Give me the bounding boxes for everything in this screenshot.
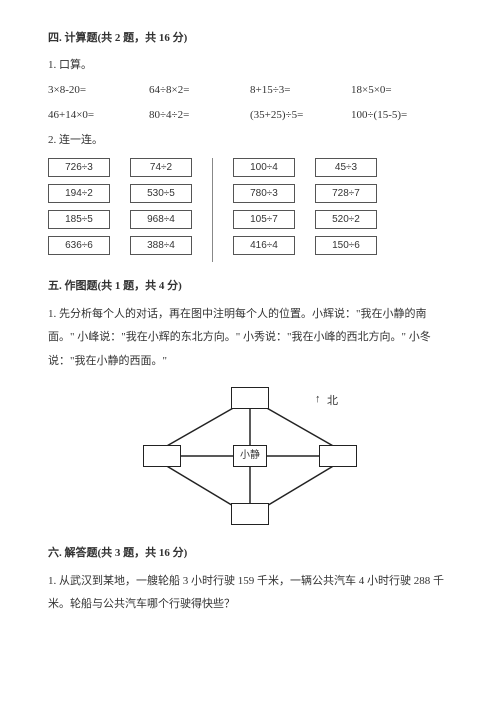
diagram-node-right — [319, 445, 357, 467]
connect-box: 636÷6 — [48, 236, 110, 255]
connect-box: 780÷3 — [233, 184, 295, 203]
connect-box: 74÷2 — [130, 158, 192, 177]
section6-title: 六. 解答题(共 3 题，共 16 分) — [48, 543, 452, 564]
math-row-1: 3×8-20= 64÷8×2= 8+15÷3= 18×5×0= — [48, 80, 452, 101]
north-arrow-icon: ↑ — [315, 389, 321, 410]
connect-box: 105÷7 — [233, 210, 295, 229]
direction-diagram-wrap: 小静 ↑ 北 — [48, 387, 452, 527]
math-item: 18×5×0= — [351, 80, 452, 101]
connect-box: 194÷2 — [48, 184, 110, 203]
connect-box: 968÷4 — [130, 210, 192, 229]
connect-col: 45÷3 728÷7 520÷2 150÷6 — [315, 158, 377, 262]
math-item: (35+25)÷5= — [250, 105, 351, 126]
math-item: 3×8-20= — [48, 80, 149, 101]
q1-label: 1. 口算。 — [48, 55, 452, 76]
math-item: 8+15÷3= — [250, 80, 351, 101]
connect-box: 185÷5 — [48, 210, 110, 229]
connect-box: 728÷7 — [315, 184, 377, 203]
connect-right-group: 100÷4 780÷3 105÷7 416÷4 45÷3 728÷7 520÷2… — [233, 158, 377, 262]
connect-box: 726÷3 — [48, 158, 110, 177]
north-label: 北 — [327, 391, 338, 412]
connect-col: 74÷2 530÷5 968÷4 388÷4 — [130, 158, 192, 262]
divider-line — [212, 158, 213, 262]
connect-box: 530÷5 — [130, 184, 192, 203]
connect-box: 45÷3 — [315, 158, 377, 177]
math-row-2: 46+14×0= 80÷4÷2= (35+25)÷5= 100÷(15-5)= — [48, 105, 452, 126]
connect-box: 150÷6 — [315, 236, 377, 255]
diagram-node-center: 小静 — [233, 445, 267, 467]
connect-box: 520÷2 — [315, 210, 377, 229]
diagram-node-left — [143, 445, 181, 467]
direction-diagram: 小静 ↑ 北 — [135, 387, 365, 527]
connect-left-group: 726÷3 194÷2 185÷5 636÷6 74÷2 530÷5 968÷4… — [48, 158, 192, 262]
q5-text: 1. 先分析每个人的对话，再在图中注明每个人的位置。小辉说："我在小静的南面。"… — [48, 303, 452, 372]
connect-box: 100÷4 — [233, 158, 295, 177]
connect-box: 388÷4 — [130, 236, 192, 255]
diagram-node-bottom — [231, 503, 269, 525]
section4-title: 四. 计算题(共 2 题，共 16 分) — [48, 28, 452, 49]
connect-box: 416÷4 — [233, 236, 295, 255]
q2-label: 2. 连一连。 — [48, 130, 452, 151]
connect-diagram: 726÷3 194÷2 185÷5 636÷6 74÷2 530÷5 968÷4… — [48, 158, 452, 262]
math-item: 80÷4÷2= — [149, 105, 250, 126]
math-item: 46+14×0= — [48, 105, 149, 126]
q6-text: 1. 从武汉到某地，一艘轮船 3 小时行驶 159 千米，一辆公共汽车 4 小时… — [48, 570, 452, 616]
connect-col: 726÷3 194÷2 185÷5 636÷6 — [48, 158, 110, 262]
section5-title: 五. 作图题(共 1 题，共 4 分) — [48, 276, 452, 297]
diagram-node-top — [231, 387, 269, 409]
math-item: 64÷8×2= — [149, 80, 250, 101]
connect-col: 100÷4 780÷3 105÷7 416÷4 — [233, 158, 295, 262]
math-item: 100÷(15-5)= — [351, 105, 452, 126]
